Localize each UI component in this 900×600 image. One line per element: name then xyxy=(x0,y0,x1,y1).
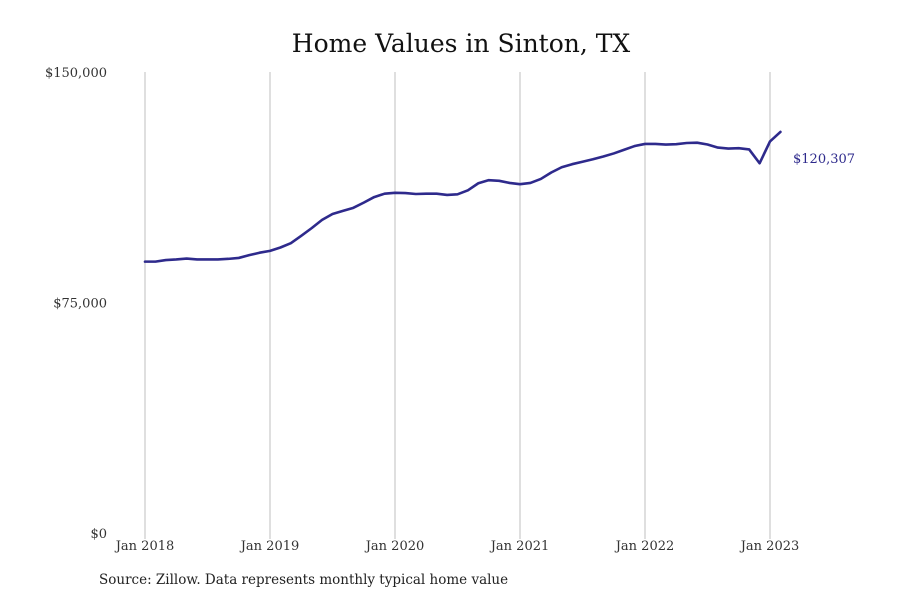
gridlines xyxy=(144,72,771,539)
series-line-home-value xyxy=(143,130,782,263)
x-axis-tick-labels: Jan 2018 Jan 2019 Jan 2020 Jan 2021 Jan 2022… xyxy=(114,539,800,554)
x-tick-label: Jan 2019 xyxy=(239,539,300,554)
x-tick-label: Jan 2022 xyxy=(614,539,675,554)
end-value-label: $120,307 xyxy=(793,152,855,167)
y-tick-label: $150,000 xyxy=(45,66,107,81)
x-tick-label: Jan 2023 xyxy=(739,539,800,554)
source-note: Source: Zillow. Data represents monthly … xyxy=(99,572,509,588)
y-tick-label: $0 xyxy=(90,527,107,542)
y-tick-label: $75,000 xyxy=(53,297,107,312)
y-axis-tick-labels: $0 $75,000 $150,000 xyxy=(45,66,107,542)
x-tick-label: Jan 2021 xyxy=(489,539,550,554)
series-layer xyxy=(143,130,782,263)
chart-title: Home Values in Sinton, TX xyxy=(292,29,631,58)
x-tick-label: Jan 2018 xyxy=(114,539,175,554)
x-tick-label: Jan 2020 xyxy=(364,539,425,554)
